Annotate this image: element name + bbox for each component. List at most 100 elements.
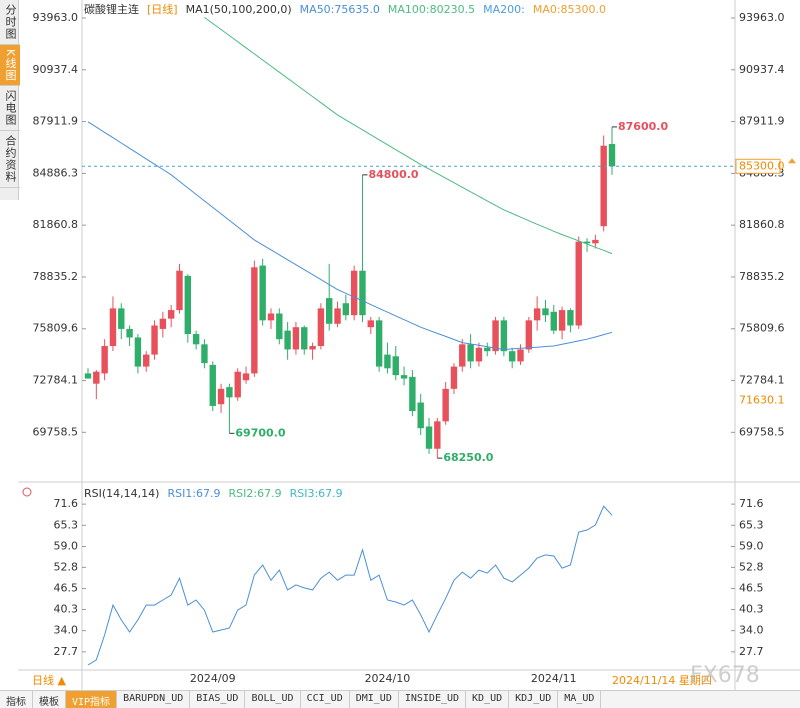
tab-bar: 指标 模板 VIP指标 BARUPDN_UD BIAS_UD BOLL_UD CCI_UD D…	[0, 690, 800, 708]
annotation-label: 68250.0	[443, 451, 493, 464]
candle-body	[558, 310, 566, 331]
settings-icon[interactable]	[22, 487, 32, 497]
y-tick-label: 65.3	[739, 518, 764, 531]
last-price-box	[735, 158, 781, 174]
side-tab[interactable]: K线图	[0, 45, 20, 87]
y-tick-label: 78835.2	[33, 270, 79, 283]
side-tab[interactable]: 合约资料	[0, 131, 20, 189]
candle-body	[326, 298, 333, 324]
y-tick-label: 52.8	[739, 560, 764, 573]
y-tick-label: 90937.4	[33, 63, 79, 76]
main-plot	[84, 16, 616, 459]
y-tick-label: 27.7	[54, 645, 79, 658]
candle-body	[151, 325, 158, 355]
price-arrow	[788, 158, 796, 164]
candle-body	[301, 327, 308, 350]
header-label: MA0:85300.0	[533, 3, 606, 16]
indicator-tab[interactable]: DMI_UD	[350, 691, 399, 708]
y-tick-label: 69758.5	[739, 425, 785, 438]
candle-body	[109, 308, 117, 347]
x-tick-label: 2024/11	[531, 672, 577, 685]
indicator-tab[interactable]: VIP指标	[66, 691, 118, 708]
line-series	[204, 16, 613, 255]
y-tick-label: 65.3	[54, 518, 79, 531]
status-date: 2024/11/14 星期四	[612, 674, 712, 687]
candle-body	[359, 270, 366, 316]
candle-body	[334, 308, 341, 324]
indicator-tab[interactable]: CCI_UD	[301, 691, 350, 708]
candle-body	[234, 371, 241, 398]
y-tick-label: 78835.2	[739, 270, 785, 283]
candle-body	[542, 308, 549, 316]
candle-body	[583, 241, 591, 244]
y-tick-label: 59.0	[739, 540, 764, 553]
indicator-tab[interactable]: BARUPDN_UD	[117, 691, 191, 708]
candle-body	[242, 373, 250, 381]
y-tick-label: 75809.6	[33, 322, 79, 335]
candle-body	[201, 344, 208, 364]
x-tick-label: 2024/10	[365, 672, 411, 685]
candle-body	[292, 327, 300, 350]
candle-body	[126, 328, 133, 338]
y-tick-label: 59.0	[54, 540, 79, 553]
candle-body	[317, 308, 325, 347]
y-tick-label: 40.3	[54, 602, 79, 615]
candle-body	[217, 388, 225, 405]
y-tick-label: 71.6	[54, 497, 79, 510]
header-label: MA50:75635.0	[300, 3, 380, 16]
candle-body	[84, 373, 92, 379]
candle-body	[118, 308, 125, 329]
candle-body	[500, 320, 508, 352]
sidebar: 分时图 K线图 闪电图 合约资料	[0, 0, 20, 200]
x-tick-label: 2024/09	[190, 672, 236, 685]
indicator-tab[interactable]: BIAS_UD	[190, 691, 246, 708]
indicator-tab[interactable]: KDJ_UD	[509, 691, 559, 708]
header-label: 碳酸锂主连	[84, 2, 139, 16]
candle-body	[384, 354, 391, 369]
candle-body	[251, 267, 258, 374]
header-label: RSI3:67.9	[290, 487, 343, 500]
y-tick-label: 93963.0	[33, 11, 79, 24]
y-tick-label: 40.3	[739, 602, 764, 615]
watermark: FX678	[690, 663, 760, 688]
annotation-label: 69700.0	[235, 426, 285, 439]
y-tick-label: 93963.0	[739, 11, 785, 24]
indicator-tab[interactable]: INSIDE_UD	[399, 691, 467, 708]
side-tab[interactable]: 闪电图	[0, 86, 20, 132]
indicator-tab[interactable]: MA_UD	[558, 691, 602, 708]
y-tick-label: 72784.1	[739, 374, 785, 387]
candle-body	[434, 421, 441, 449]
side-tab[interactable]: 分时图	[0, 0, 20, 45]
y-tick-label: 81860.8	[33, 218, 79, 231]
indicator-tab[interactable]: BOLL_UD	[245, 691, 301, 708]
candle-body	[409, 376, 416, 412]
candle-body	[342, 303, 350, 316]
header-label: [日线]	[147, 2, 178, 16]
candle-body	[101, 346, 108, 374]
candle-body	[492, 320, 499, 352]
indicator-tab[interactable]: KD_UD	[466, 691, 510, 708]
y-tick-label: 90937.4	[739, 63, 785, 76]
candle-body	[93, 371, 100, 384]
last-price-label: 85300.0	[739, 159, 785, 172]
indicator-tab[interactable]: 模板	[33, 691, 66, 708]
candle-body	[143, 354, 150, 367]
candle-body	[309, 346, 316, 350]
y-tick-label: 87911.9	[739, 115, 785, 128]
header-label: RSI1:67.9	[167, 487, 220, 500]
candle-body	[367, 320, 374, 328]
y-tick-label: 27.7	[739, 645, 764, 658]
indicator-tab[interactable]: 指标	[0, 691, 33, 708]
candle-body	[575, 241, 582, 326]
candle-body	[184, 275, 192, 335]
candle-body	[350, 270, 358, 316]
candle-body	[600, 145, 607, 227]
candle-body	[192, 334, 200, 345]
cursor-price-label: 71630.1	[739, 393, 785, 406]
y-tick-label: 87911.9	[33, 115, 79, 128]
y-tick-label: 75809.6	[739, 322, 785, 335]
y-tick-label: 34.0	[739, 624, 764, 637]
candle-body	[459, 344, 466, 367]
candle-body	[259, 265, 266, 321]
